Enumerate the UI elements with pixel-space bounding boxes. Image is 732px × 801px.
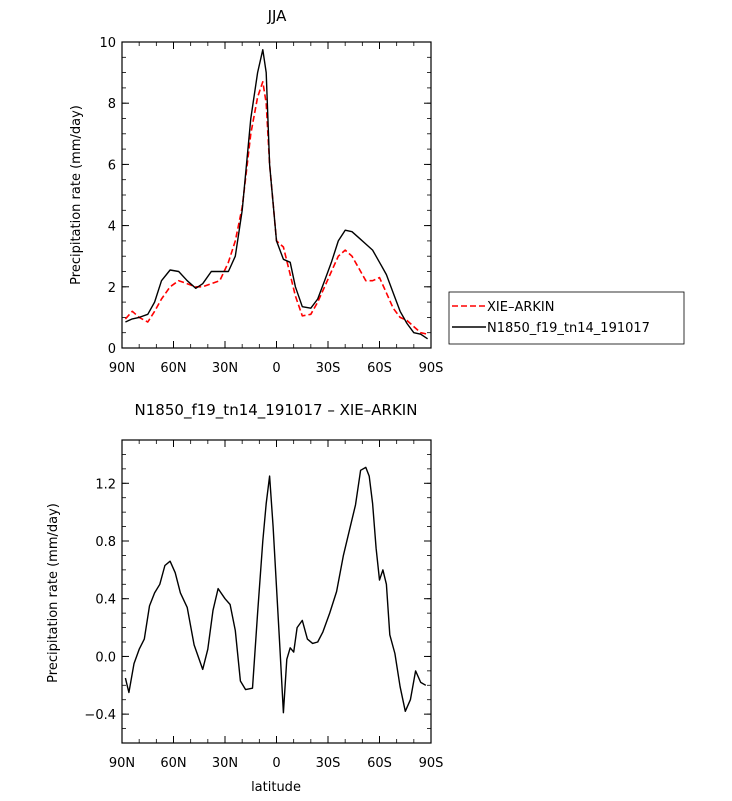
y-tick-label: 8 xyxy=(108,97,116,112)
x-tick-label: 0 xyxy=(272,361,280,376)
series-line-1 xyxy=(125,49,428,340)
y-tick-label: 0.8 xyxy=(95,535,116,550)
x-tick-label: 90N xyxy=(109,361,135,376)
y-tick-label: 2 xyxy=(108,281,116,296)
y-axis-label: Precipitation rate (mm/day) xyxy=(69,105,84,285)
x-tick-label: 30S xyxy=(316,361,341,376)
x-tick-label: 30S xyxy=(316,756,341,771)
x-tick-label: 30N xyxy=(212,756,238,771)
chart-panel-bottom: N1850_f19_tn14_191017 – XIE–ARKIN 90N 60N… xyxy=(46,401,443,795)
y-tick-label: −0.4 xyxy=(84,708,116,723)
x-tick-label: 60N xyxy=(160,361,186,376)
y-tick-label: 0 xyxy=(108,342,116,357)
legend: XIE–ARKIN N1850_f19_tn14_191017 xyxy=(448,291,685,345)
legend-box xyxy=(448,291,685,345)
legend-label-model: N1850_f19_tn14_191017 xyxy=(487,321,650,336)
x-axis-label: latitude xyxy=(251,780,301,795)
y-tick-label: 4 xyxy=(108,220,116,235)
chart-title: N1850_f19_tn14_191017 – XIE–ARKIN xyxy=(135,401,418,420)
x-tick-label: 60S xyxy=(367,361,392,376)
x-tick-label: 90S xyxy=(419,756,444,771)
y-tick-label: 1.2 xyxy=(95,477,116,492)
plot-frame xyxy=(121,41,432,349)
y-axis-label: Precipitation rate (mm/day) xyxy=(46,503,61,683)
chart-panel-top: JJA 90N 60N 30N 0 30S 60S 90S 0 2 4 6 8 10 Precipita… xyxy=(69,7,443,376)
x-tick-label: 60N xyxy=(160,756,186,771)
series-line-0 xyxy=(124,466,427,714)
x-tick-label: 0 xyxy=(272,756,280,771)
y-tick-label: 6 xyxy=(108,158,116,173)
x-tick-label: 30N xyxy=(212,361,238,376)
series-line-0 xyxy=(124,81,428,335)
axis-ticks: 90N 60N 30N 0 30S 60S 90S 0 2 4 6 8 10 xyxy=(99,36,443,376)
series-group xyxy=(124,466,427,714)
legend-label-obs: XIE–ARKIN xyxy=(487,300,554,315)
x-tick-label: 90N xyxy=(109,756,135,771)
y-tick-label: 0.0 xyxy=(95,650,116,665)
axis-ticks: 90N 60N 30N 0 30S 60S 90S −0.4 0.0 0.4 0.8 1.2 xyxy=(84,439,444,771)
x-tick-label: 90S xyxy=(419,361,444,376)
series-group xyxy=(124,49,428,340)
chart-title: JJA xyxy=(267,7,288,25)
y-tick-label: 0.4 xyxy=(95,593,116,608)
y-tick-label: 10 xyxy=(99,36,116,51)
x-tick-label: 60S xyxy=(367,756,392,771)
